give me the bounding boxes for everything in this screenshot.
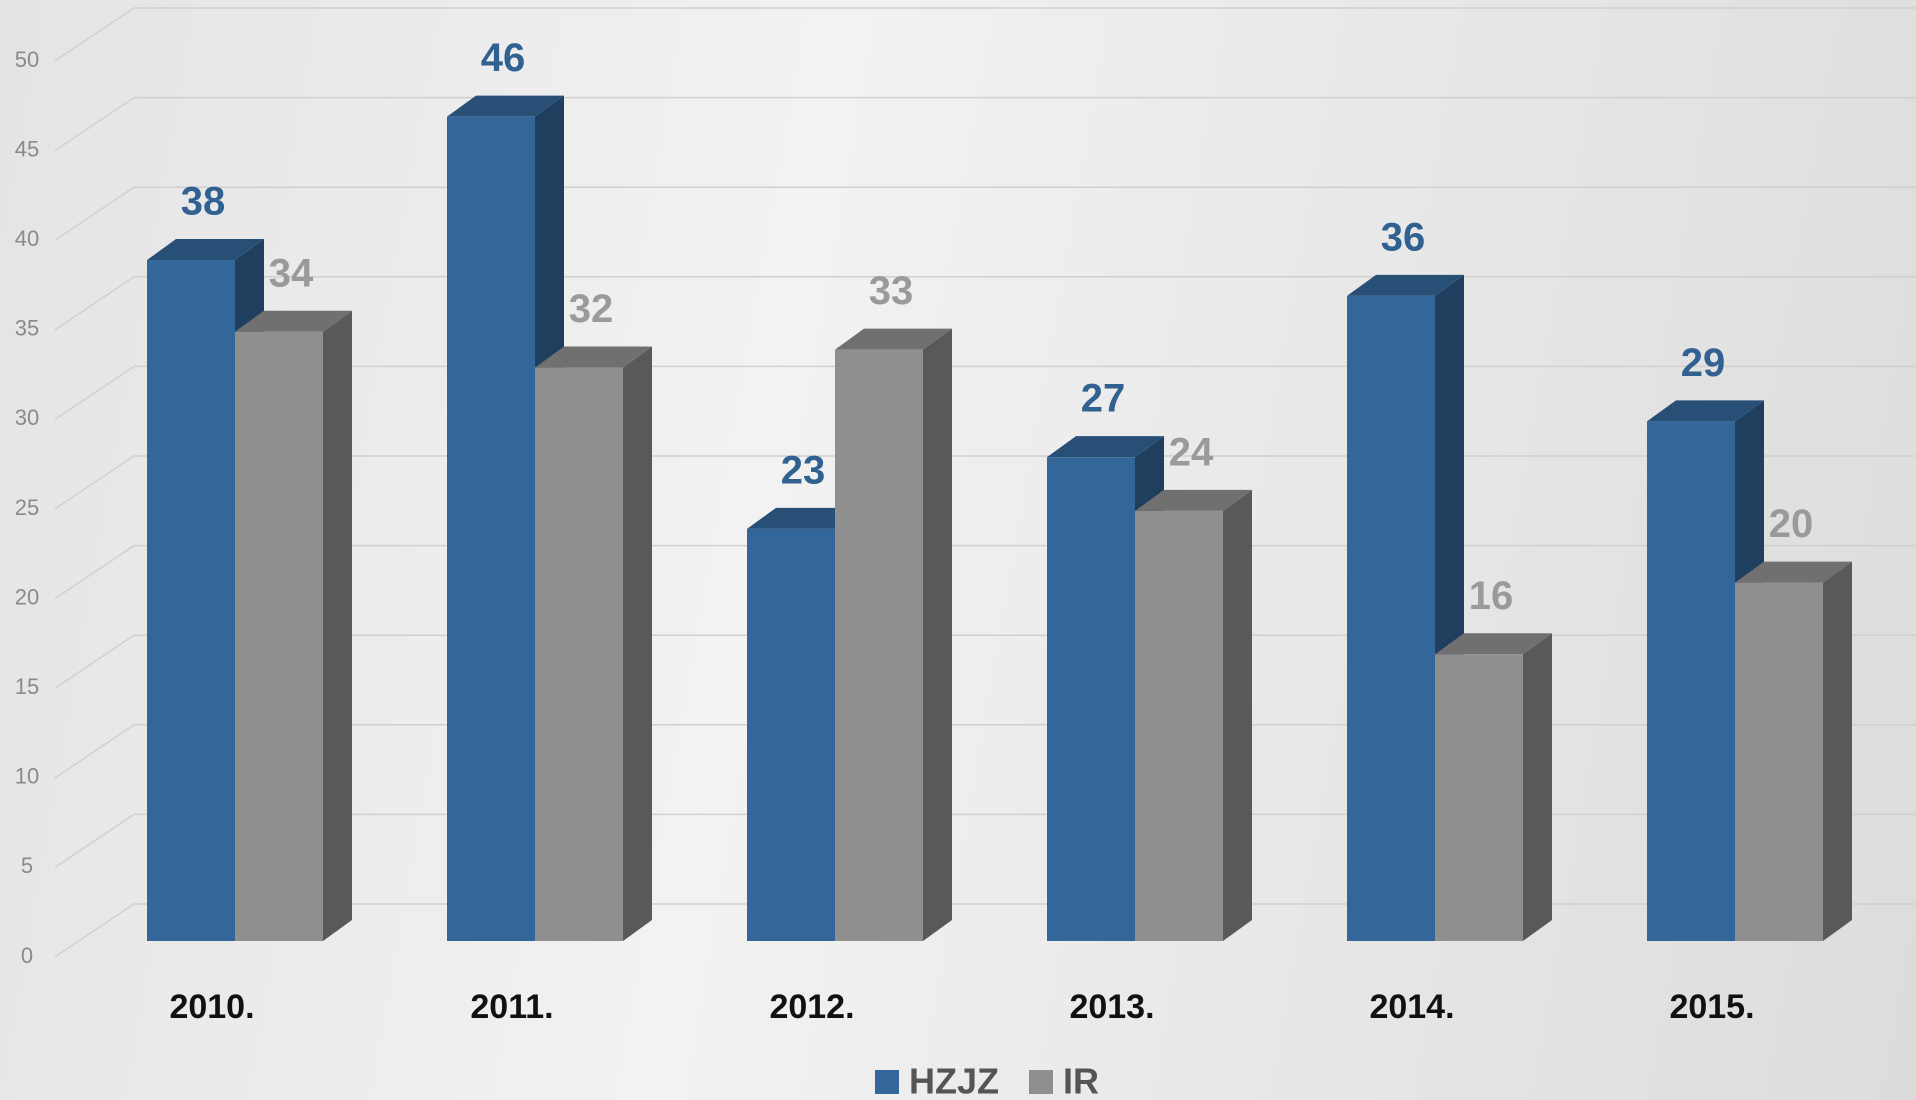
y-tick-label: 25 [15,495,39,520]
x-tick-label: 2012. [769,988,854,1026]
bar-side [323,310,352,942]
bar-side [923,328,952,941]
bar-top [1135,489,1252,511]
value-label: 34 [269,251,314,295]
value-label: 24 [1169,430,1214,474]
bar [447,116,535,942]
value-label: 36 [1381,215,1426,259]
y-tick-label: 30 [15,405,39,430]
grid-line [54,544,1916,600]
bar-top [147,239,264,261]
bar-top [835,328,952,350]
bar-top [235,310,352,332]
bar [747,528,835,941]
value-label: 27 [1081,377,1126,421]
legend-label: HZJZ [909,1061,999,1100]
grid-line [54,96,1916,152]
grid-line [54,455,1916,510]
value-label: 16 [1469,574,1514,618]
y-tick-label: 0 [21,943,33,968]
grid-line [54,903,1916,958]
bar-top [1735,561,1852,583]
y-tick-label: 15 [15,674,39,699]
bar-side [1223,489,1252,941]
y-tick-label: 40 [15,226,39,251]
bar [835,349,923,941]
x-tick-label: 2014. [1369,988,1454,1026]
value-label: 38 [181,180,226,224]
bar [1647,421,1735,941]
bar-top [1647,400,1764,422]
bar-top [1435,633,1552,655]
x-tick-label: 2011. [470,988,553,1026]
legend-label: IR [1063,1061,1099,1100]
value-label: 20 [1769,502,1814,546]
bar [235,331,323,942]
value-label: 33 [869,269,914,313]
x-tick-label: 2010. [169,988,254,1026]
grid-line [54,634,1916,689]
bar [1735,582,1823,941]
value-label: 23 [781,448,826,492]
value-label: 32 [569,287,614,331]
y-tick-label: 20 [15,584,39,609]
x-tick-label: 2013. [1069,988,1154,1026]
value-label: 29 [1681,341,1726,385]
bar [1347,295,1435,941]
value-label: 46 [481,36,526,80]
y-tick-label: 5 [21,853,33,878]
x-tick-label: 2015. [1669,988,1754,1026]
bar [535,367,623,941]
grid-line [54,186,1916,241]
y-tick-label: 10 [15,764,39,789]
bar-top [447,95,564,117]
bar-top [747,507,864,529]
bar-top [1047,436,1164,458]
grid-line [54,724,1916,779]
bar [1435,654,1523,941]
bar [1047,457,1135,941]
grid-line [54,7,1916,62]
bar [1135,510,1223,941]
grid-line [54,813,1916,869]
legend-swatch [1029,1070,1053,1094]
bar-top [1347,274,1464,296]
legend-swatch [875,1070,899,1094]
bar-top [535,346,652,368]
y-tick-label: 35 [15,316,39,341]
grid-line [54,365,1916,421]
bar [147,260,235,941]
y-tick-label: 45 [15,136,39,161]
bar-side [623,346,652,941]
bar-side [1523,633,1552,941]
y-tick-label: 50 [15,47,39,72]
grid-line [54,276,1916,331]
bar-side [1823,561,1852,941]
